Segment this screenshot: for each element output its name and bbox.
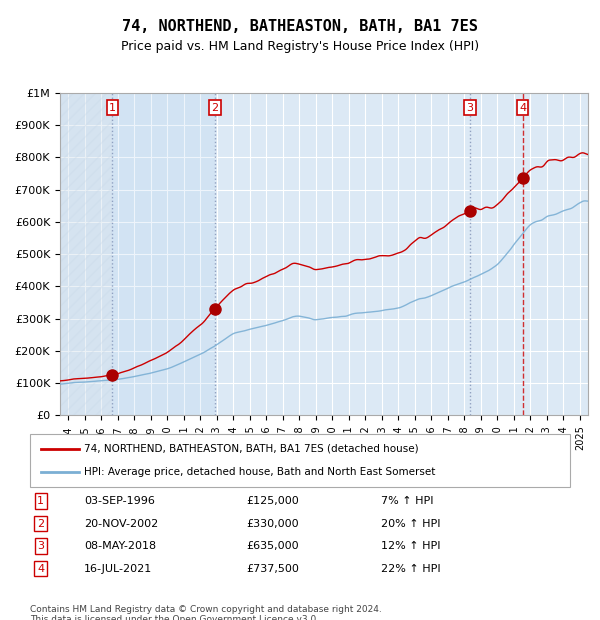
Text: £125,000: £125,000 [246,496,299,506]
Text: 74, NORTHEND, BATHEASTON, BATH, BA1 7ES: 74, NORTHEND, BATHEASTON, BATH, BA1 7ES [122,19,478,33]
Text: 12% ↑ HPI: 12% ↑ HPI [381,541,440,551]
Text: 03-SEP-1996: 03-SEP-1996 [84,496,155,506]
Text: 74, NORTHEND, BATHEASTON, BATH, BA1 7ES (detached house): 74, NORTHEND, BATHEASTON, BATH, BA1 7ES … [84,444,419,454]
Text: 22% ↑ HPI: 22% ↑ HPI [381,564,440,574]
FancyBboxPatch shape [30,434,570,487]
Text: 08-MAY-2018: 08-MAY-2018 [84,541,156,551]
Text: 3: 3 [37,541,44,551]
Text: £330,000: £330,000 [246,518,299,529]
Text: Price paid vs. HM Land Registry's House Price Index (HPI): Price paid vs. HM Land Registry's House … [121,40,479,53]
Text: £635,000: £635,000 [246,541,299,551]
Text: Contains HM Land Registry data © Crown copyright and database right 2024.
This d: Contains HM Land Registry data © Crown c… [30,604,382,620]
Text: HPI: Average price, detached house, Bath and North East Somerset: HPI: Average price, detached house, Bath… [84,467,436,477]
Text: 4: 4 [519,103,526,113]
Bar [60,93,112,415]
Text: 1: 1 [37,496,44,506]
Text: 20% ↑ HPI: 20% ↑ HPI [381,518,440,529]
Text: 4: 4 [37,564,44,574]
Text: £737,500: £737,500 [246,564,299,574]
Text: 7% ↑ HPI: 7% ↑ HPI [381,496,433,506]
Text: 3: 3 [467,103,473,113]
Bar [112,93,215,415]
Text: 2: 2 [37,518,44,529]
Text: 1: 1 [109,103,116,113]
Text: 2: 2 [211,103,218,113]
Text: 16-JUL-2021: 16-JUL-2021 [84,564,152,574]
Text: 20-NOV-2002: 20-NOV-2002 [84,518,158,529]
